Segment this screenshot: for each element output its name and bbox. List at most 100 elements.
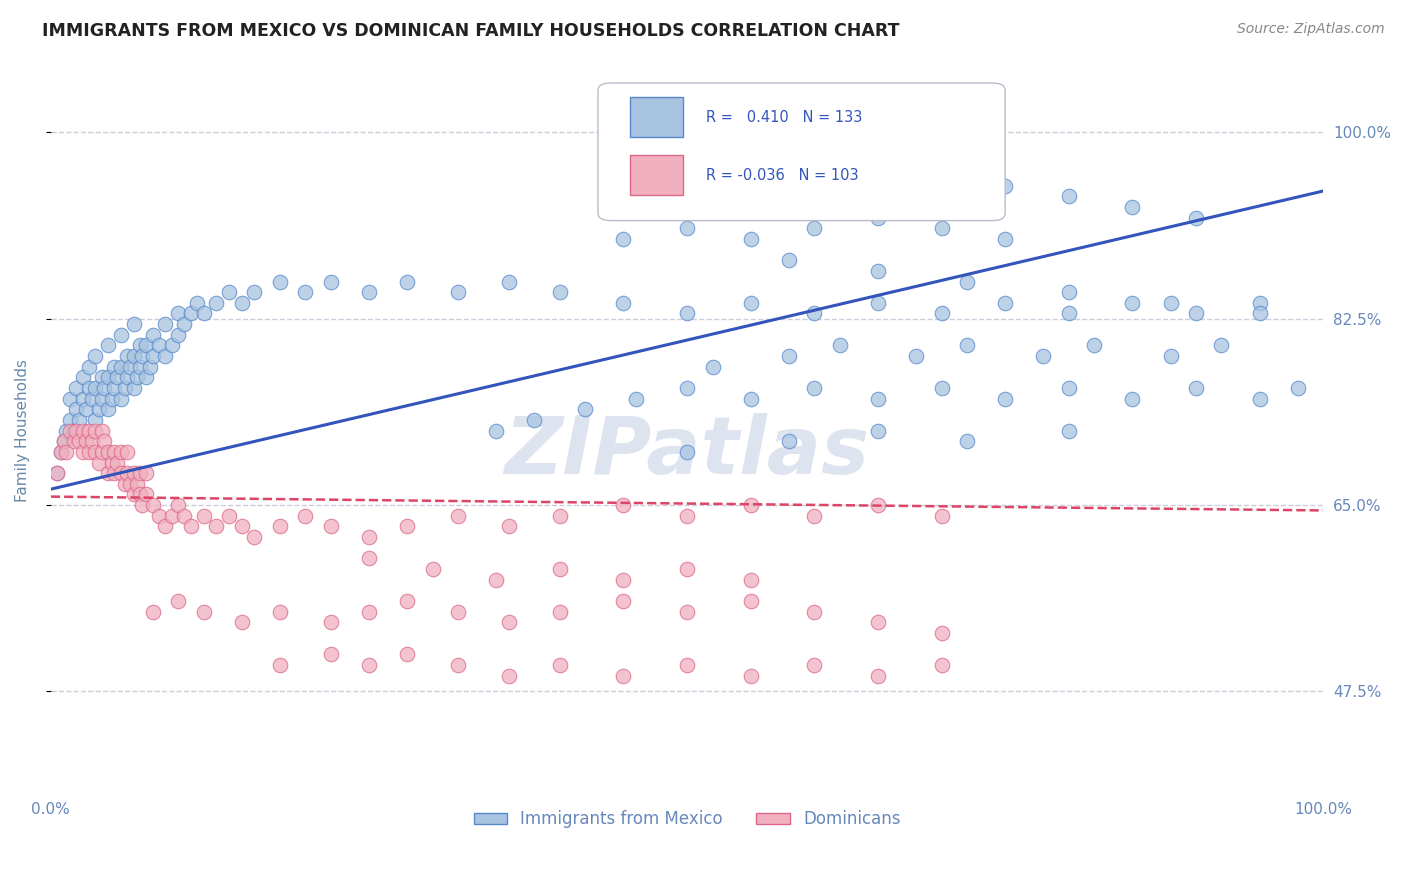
Point bbox=[612, 668, 634, 682]
Point bbox=[866, 295, 889, 310]
Point bbox=[93, 434, 115, 449]
Point bbox=[866, 392, 889, 406]
Point bbox=[52, 434, 75, 449]
Point bbox=[167, 594, 190, 608]
Text: ZIPatlas: ZIPatlas bbox=[505, 413, 869, 491]
Point bbox=[931, 381, 953, 395]
Point bbox=[624, 392, 647, 406]
Point bbox=[142, 605, 165, 619]
Point bbox=[702, 359, 724, 374]
Point bbox=[142, 349, 165, 363]
Point bbox=[866, 615, 889, 630]
Point bbox=[866, 211, 889, 225]
Point bbox=[122, 381, 145, 395]
Point bbox=[135, 487, 157, 501]
Point bbox=[49, 445, 72, 459]
Point bbox=[115, 370, 138, 384]
Point bbox=[740, 392, 762, 406]
Point bbox=[55, 445, 77, 459]
Point bbox=[1057, 424, 1080, 438]
Point bbox=[1121, 295, 1143, 310]
Point bbox=[49, 445, 72, 459]
Point bbox=[129, 487, 152, 501]
Point bbox=[269, 519, 291, 533]
Point bbox=[676, 445, 699, 459]
Point bbox=[90, 392, 112, 406]
Point bbox=[155, 349, 177, 363]
Point bbox=[97, 370, 120, 384]
Point bbox=[77, 445, 100, 459]
Point bbox=[46, 466, 69, 480]
Point bbox=[218, 285, 240, 300]
Point bbox=[59, 424, 82, 438]
Point bbox=[139, 359, 162, 374]
Point bbox=[548, 657, 571, 672]
Point bbox=[803, 508, 825, 523]
Point bbox=[129, 466, 152, 480]
Point bbox=[498, 275, 520, 289]
Point bbox=[135, 338, 157, 352]
Y-axis label: Family Households: Family Households bbox=[15, 359, 30, 502]
Point bbox=[118, 476, 141, 491]
Point bbox=[357, 285, 380, 300]
Point bbox=[498, 519, 520, 533]
Point bbox=[1032, 349, 1054, 363]
Point bbox=[67, 434, 90, 449]
FancyBboxPatch shape bbox=[630, 155, 683, 195]
Point bbox=[59, 413, 82, 427]
Point bbox=[612, 178, 634, 193]
Point bbox=[676, 221, 699, 235]
Point bbox=[396, 275, 419, 289]
Point bbox=[84, 424, 107, 438]
Point bbox=[740, 573, 762, 587]
Point bbox=[103, 359, 125, 374]
Point bbox=[122, 349, 145, 363]
Point bbox=[740, 232, 762, 246]
Point bbox=[103, 466, 125, 480]
Point bbox=[231, 519, 253, 533]
Point bbox=[803, 221, 825, 235]
Point bbox=[180, 519, 202, 533]
Point bbox=[319, 519, 342, 533]
Text: Source: ZipAtlas.com: Source: ZipAtlas.com bbox=[1237, 22, 1385, 37]
Point bbox=[905, 349, 928, 363]
Point bbox=[740, 594, 762, 608]
Point bbox=[676, 381, 699, 395]
Point bbox=[110, 392, 132, 406]
Point bbox=[84, 445, 107, 459]
Point bbox=[269, 657, 291, 672]
Point bbox=[866, 424, 889, 438]
Point bbox=[931, 221, 953, 235]
Point bbox=[956, 434, 979, 449]
Point bbox=[866, 498, 889, 512]
Point bbox=[122, 487, 145, 501]
Point bbox=[803, 657, 825, 672]
Point bbox=[612, 232, 634, 246]
Point bbox=[77, 381, 100, 395]
Point bbox=[72, 445, 94, 459]
Point bbox=[612, 594, 634, 608]
Point bbox=[62, 434, 84, 449]
Point bbox=[1185, 381, 1208, 395]
Point bbox=[97, 445, 120, 459]
Point bbox=[97, 402, 120, 417]
Point bbox=[142, 327, 165, 342]
Point bbox=[75, 402, 97, 417]
Point bbox=[193, 605, 215, 619]
Point bbox=[1057, 306, 1080, 320]
Point bbox=[67, 413, 90, 427]
Point bbox=[931, 306, 953, 320]
Point bbox=[1121, 200, 1143, 214]
Point bbox=[396, 594, 419, 608]
Point bbox=[1249, 295, 1271, 310]
Point bbox=[105, 370, 128, 384]
Point bbox=[110, 466, 132, 480]
Point bbox=[803, 306, 825, 320]
Point bbox=[740, 498, 762, 512]
Point bbox=[994, 232, 1017, 246]
Point bbox=[155, 519, 177, 533]
Point bbox=[994, 295, 1017, 310]
Point bbox=[1160, 349, 1182, 363]
Point bbox=[90, 370, 112, 384]
Point bbox=[1057, 285, 1080, 300]
